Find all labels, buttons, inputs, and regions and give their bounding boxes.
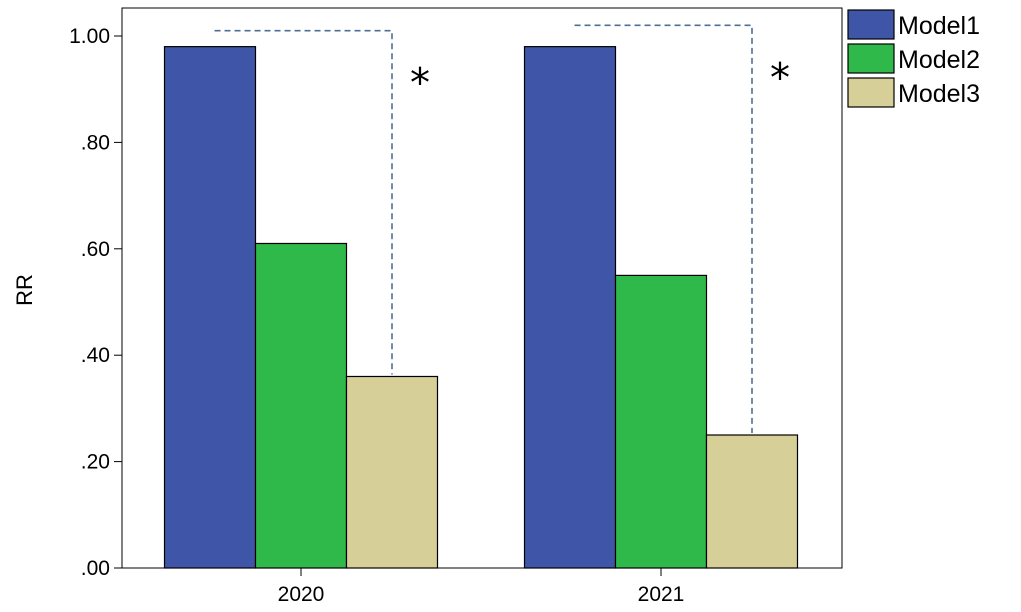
significance-star-2021: * — [770, 55, 790, 101]
legend: Model1 Model2 Model3 — [847, 9, 980, 108]
y-tick-label: .60 — [81, 238, 110, 261]
plot-area: .00 .20 .40 .60 .80 1.00 2020 2021 * * — [69, 7, 843, 606]
bar-model2-2021 — [614, 274, 708, 569]
y-tick-label: .20 — [81, 451, 110, 474]
bar-model3-2020 — [345, 375, 439, 569]
legend-label-model1: Model1 — [898, 12, 980, 40]
y-tick-label: 1.00 — [69, 25, 110, 48]
x-tick-label-2020: 2020 — [278, 583, 325, 606]
significance-star-2020: * — [410, 61, 430, 107]
legend-label-model3: Model3 — [898, 80, 980, 108]
y-tick-label: .80 — [81, 131, 110, 154]
legend-swatch-model2 — [847, 43, 895, 74]
bar-model2-2020 — [254, 242, 348, 569]
legend-swatch-model3 — [847, 77, 895, 108]
bar-model3-2021 — [705, 434, 799, 569]
y-tick-label: .40 — [81, 344, 110, 367]
legend-swatch-model1 — [847, 9, 895, 40]
legend-label-model2: Model2 — [898, 46, 980, 74]
bar-model1-2020 — [163, 46, 257, 569]
y-axis-title: RR — [12, 274, 37, 306]
bar-model1-2021 — [523, 46, 617, 569]
y-tick-label: .00 — [81, 557, 110, 580]
x-tick-label-2021: 2021 — [638, 583, 685, 606]
